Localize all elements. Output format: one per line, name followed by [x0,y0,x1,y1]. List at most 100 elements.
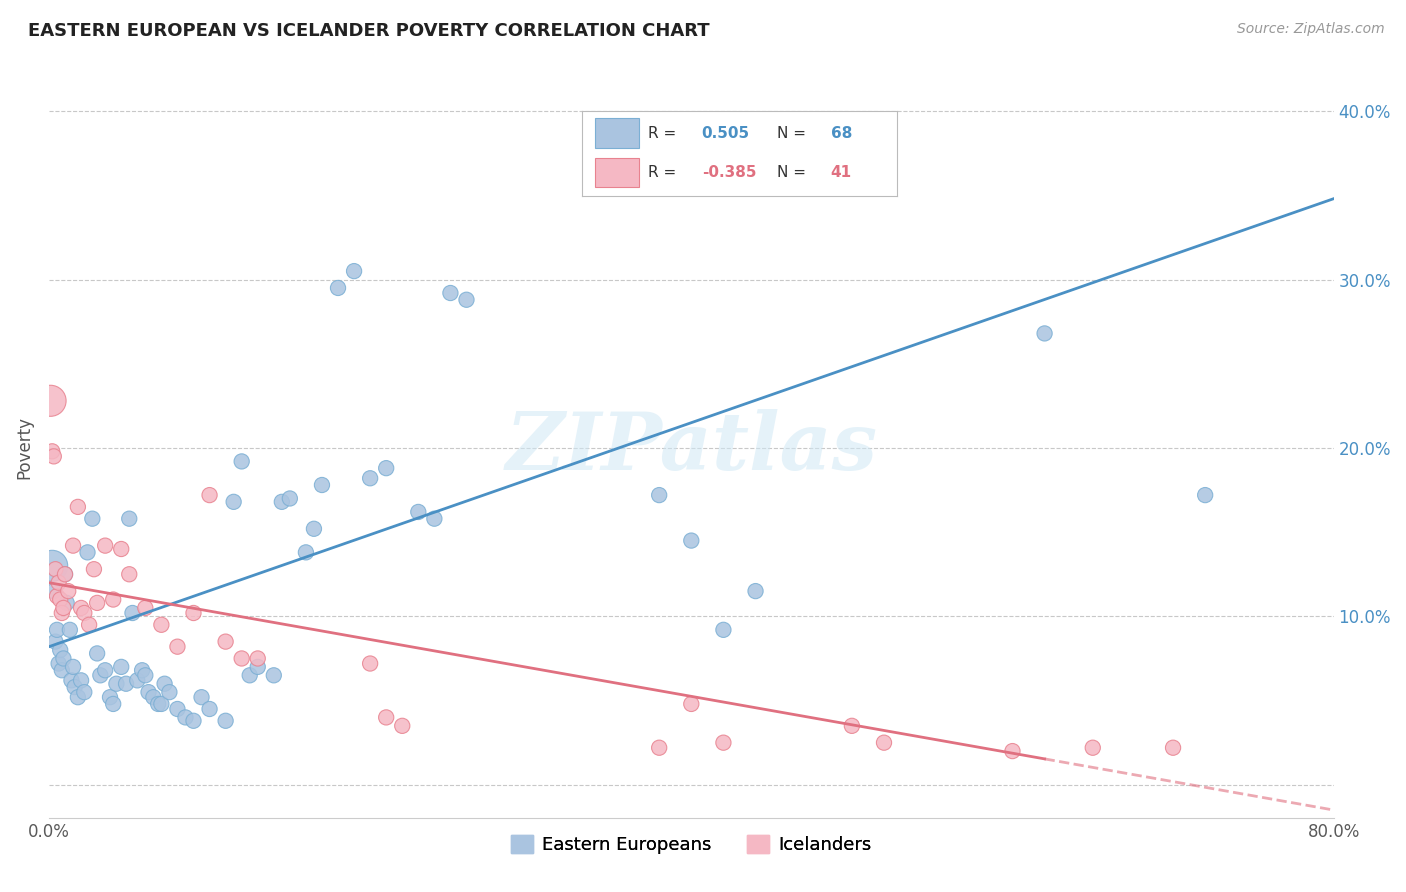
Point [89,668,111,682]
Text: ZIPatlas: ZIPatlas [505,409,877,487]
Point [41,444,63,458]
Point [681,697,703,711]
Point [110,660,132,674]
Point [873,736,896,750]
Point [391,719,413,733]
Point [439,285,461,300]
Point [94,663,117,677]
Point [66,500,89,514]
Point [59,623,82,637]
Point [44,634,66,648]
Point [648,740,671,755]
Point [231,651,253,665]
Point [86,596,108,610]
Point [246,651,269,665]
Point [359,471,381,485]
Point [58,584,80,599]
Point [198,702,221,716]
Point [63,680,86,694]
Point [246,660,269,674]
Point [648,488,671,502]
Point [744,584,766,599]
Point [326,281,349,295]
Point [41,558,63,573]
Point [231,454,253,468]
Point [302,522,325,536]
Point [198,488,221,502]
Point [127,673,149,688]
Point [103,697,125,711]
Point [118,511,141,525]
Point [375,461,398,475]
Point [134,668,156,682]
Point [166,702,188,716]
Point [83,562,105,576]
Text: Source: ZipAtlas.com: Source: ZipAtlas.com [1237,22,1385,37]
Point [73,685,96,699]
Point [150,697,173,711]
Point [39,393,62,408]
Point [263,668,285,682]
Point [53,567,76,582]
Point [713,736,735,750]
Point [138,685,160,699]
Point [456,293,478,307]
Point [423,511,446,525]
Point [681,533,703,548]
Point [278,491,301,506]
Point [118,567,141,582]
Point [153,677,176,691]
Point [1081,740,1104,755]
Y-axis label: Poverty: Poverty [15,417,32,479]
Point [713,623,735,637]
Point [62,660,84,674]
Point [98,690,121,705]
Legend: Eastern Europeans, Icelanders: Eastern Europeans, Icelanders [503,828,879,862]
Point [183,606,205,620]
Point [60,673,83,688]
Point [214,714,236,728]
Point [157,685,180,699]
Point [76,545,98,559]
Point [103,592,125,607]
Point [115,677,138,691]
Point [166,640,188,654]
Point [295,545,318,559]
Point [408,505,430,519]
Point [53,567,76,582]
Point [82,511,104,525]
Point [73,606,96,620]
Point [190,690,212,705]
Point [841,719,863,733]
Point [51,606,73,620]
Point [1033,326,1056,341]
Point [270,495,292,509]
Point [1001,744,1024,758]
Point [62,539,84,553]
Point [1194,488,1216,502]
Point [46,589,69,603]
Point [52,651,75,665]
Point [311,478,333,492]
Point [94,539,117,553]
Point [55,596,77,610]
Point [183,714,205,728]
Point [150,617,173,632]
Point [105,677,128,691]
Point [146,697,169,711]
Point [66,690,89,705]
Point [70,673,93,688]
Point [42,584,65,599]
Point [131,663,153,677]
Point [375,710,398,724]
Point [343,264,366,278]
Point [48,575,70,590]
Point [1161,740,1184,755]
Point [51,663,73,677]
Point [49,643,72,657]
Point [222,495,245,509]
Point [44,562,66,576]
Point [359,657,381,671]
Point [86,647,108,661]
Point [49,592,72,607]
